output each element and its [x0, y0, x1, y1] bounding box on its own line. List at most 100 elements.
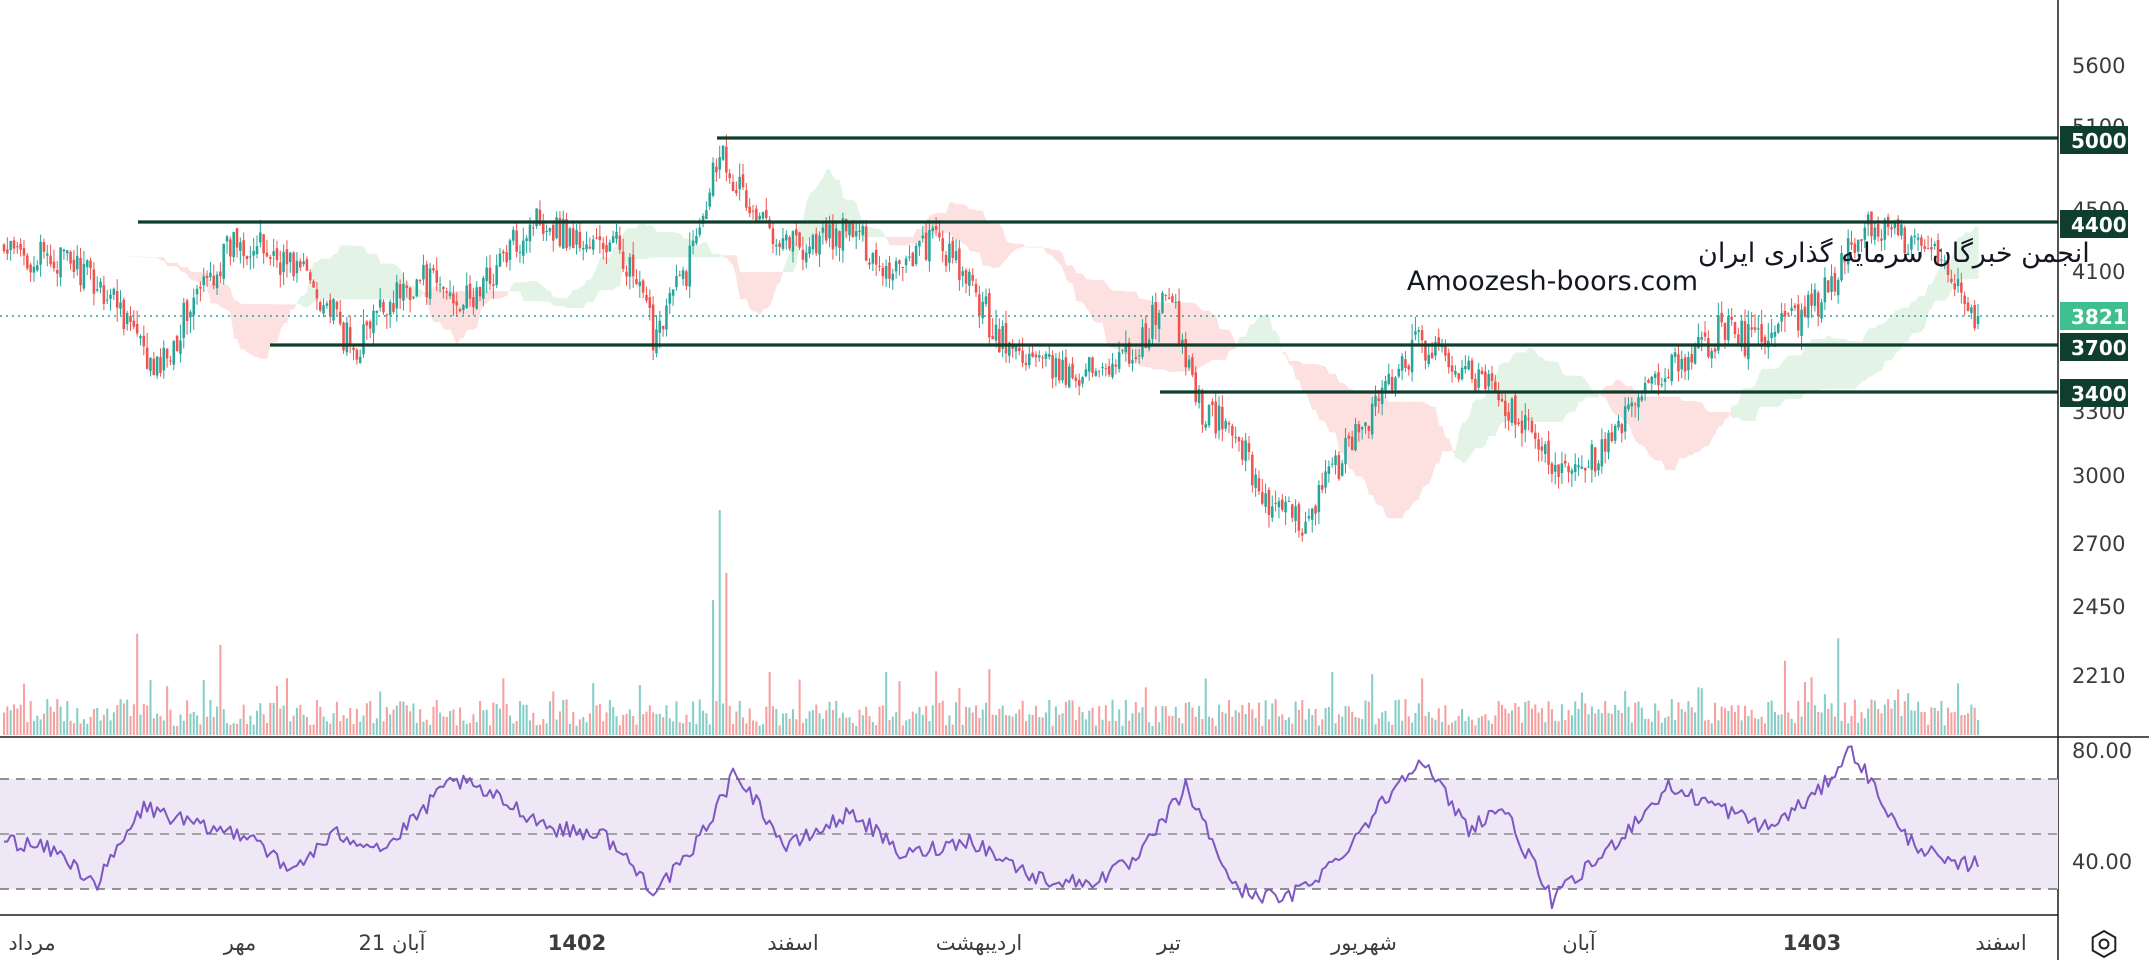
- volume-bar: [439, 713, 441, 735]
- candle-body: [1561, 463, 1564, 473]
- volume-bar: [1627, 707, 1629, 735]
- volume-bar: [812, 710, 814, 735]
- volume-bar: [1791, 719, 1793, 735]
- volume-bar: [1138, 712, 1140, 735]
- volume-bar: [1318, 726, 1320, 735]
- volume-bar: [719, 510, 721, 735]
- candle-body: [1447, 353, 1450, 367]
- volume-bar: [1315, 709, 1317, 735]
- candle-body: [33, 267, 36, 273]
- candle-body: [13, 240, 16, 248]
- candle-body: [862, 226, 865, 235]
- volume-bar: [1235, 710, 1237, 735]
- volume-bar: [1944, 725, 1946, 735]
- volume-bar: [895, 712, 897, 735]
- volume-bar: [1215, 726, 1217, 735]
- candle-body: [705, 210, 708, 219]
- volume-bar: [878, 707, 880, 735]
- candle-body: [76, 256, 79, 269]
- volume-bar: [1824, 694, 1826, 735]
- candle-body: [1374, 396, 1377, 407]
- volume-bar: [625, 714, 627, 735]
- volume-bar: [1125, 700, 1127, 735]
- candle-body: [659, 321, 662, 333]
- volume-bar: [349, 708, 351, 735]
- candle-body: [1417, 330, 1420, 332]
- candle-body: [778, 243, 781, 247]
- candle-body: [246, 256, 249, 259]
- candle-body: [1108, 366, 1111, 375]
- volume-bar: [269, 703, 271, 735]
- candle-body: [209, 273, 212, 278]
- volume-bar: [819, 713, 821, 735]
- volume-bar: [386, 707, 388, 735]
- candle-body: [1541, 446, 1544, 450]
- volume-bar: [1155, 706, 1157, 735]
- volume-bar: [915, 714, 917, 735]
- volume-bar: [912, 712, 914, 735]
- volume-bar: [1378, 718, 1380, 735]
- volume-bar: [512, 723, 514, 735]
- candle-body: [352, 348, 355, 351]
- candle-body: [735, 190, 738, 193]
- candle-body: [649, 297, 652, 308]
- candle-body: [1501, 399, 1504, 401]
- candle-body: [1048, 354, 1051, 357]
- candle-body: [422, 265, 425, 279]
- candle-body: [256, 246, 259, 254]
- volume-bar: [765, 706, 767, 735]
- candle-body: [682, 270, 685, 279]
- volume-bar: [183, 721, 185, 735]
- volume-bar: [1854, 700, 1856, 735]
- volume-bar: [1438, 708, 1440, 735]
- volume-bar: [1960, 715, 1962, 735]
- level-badge-4400: 4400: [2060, 210, 2128, 238]
- volume-bar: [606, 712, 608, 735]
- candle-body: [1534, 433, 1537, 439]
- volume-bar: [1032, 715, 1034, 735]
- candle-body: [1015, 346, 1018, 351]
- candle-body: [56, 270, 59, 274]
- candle-body: [1557, 464, 1560, 477]
- volume-bar: [229, 725, 231, 735]
- candle-body: [1837, 280, 1840, 295]
- candle-body: [1088, 357, 1091, 371]
- volume-bar: [1617, 710, 1619, 735]
- volume-bar: [1161, 706, 1163, 735]
- candle-body: [176, 336, 179, 351]
- volume-bar: [432, 707, 434, 735]
- volume-bar: [1414, 713, 1416, 735]
- volume-bar: [1488, 720, 1490, 735]
- volume-bar: [1631, 723, 1633, 735]
- volume-bar: [1055, 706, 1057, 735]
- price-tick-3000: 3000: [2072, 464, 2125, 488]
- volume-bar: [612, 707, 614, 735]
- volume-bar: [1128, 721, 1130, 735]
- candle-body: [1890, 227, 1893, 229]
- candle-body: [36, 265, 39, 270]
- volume-bar: [36, 716, 38, 735]
- volume-bar: [153, 718, 155, 735]
- candle-body: [1494, 382, 1497, 392]
- volume-bar: [1424, 716, 1426, 735]
- candle-body: [435, 270, 438, 282]
- volume-bar: [283, 706, 285, 735]
- candle-body: [678, 275, 681, 276]
- candle-body: [798, 232, 801, 247]
- candle-body: [1817, 293, 1820, 317]
- candle-body: [1234, 437, 1237, 438]
- volume-bar: [1434, 720, 1436, 735]
- candle-body: [189, 312, 192, 318]
- candle-body: [479, 287, 482, 296]
- volume-bar: [1471, 720, 1473, 735]
- candle-body: [1224, 421, 1227, 429]
- candle-body: [925, 232, 928, 259]
- candle-body: [1031, 352, 1034, 356]
- volume-bar: [529, 720, 531, 735]
- time-label-1402: 1402: [548, 931, 606, 955]
- candle-body: [1191, 357, 1194, 375]
- volume-bar: [1807, 702, 1809, 735]
- candle-body: [1574, 464, 1577, 472]
